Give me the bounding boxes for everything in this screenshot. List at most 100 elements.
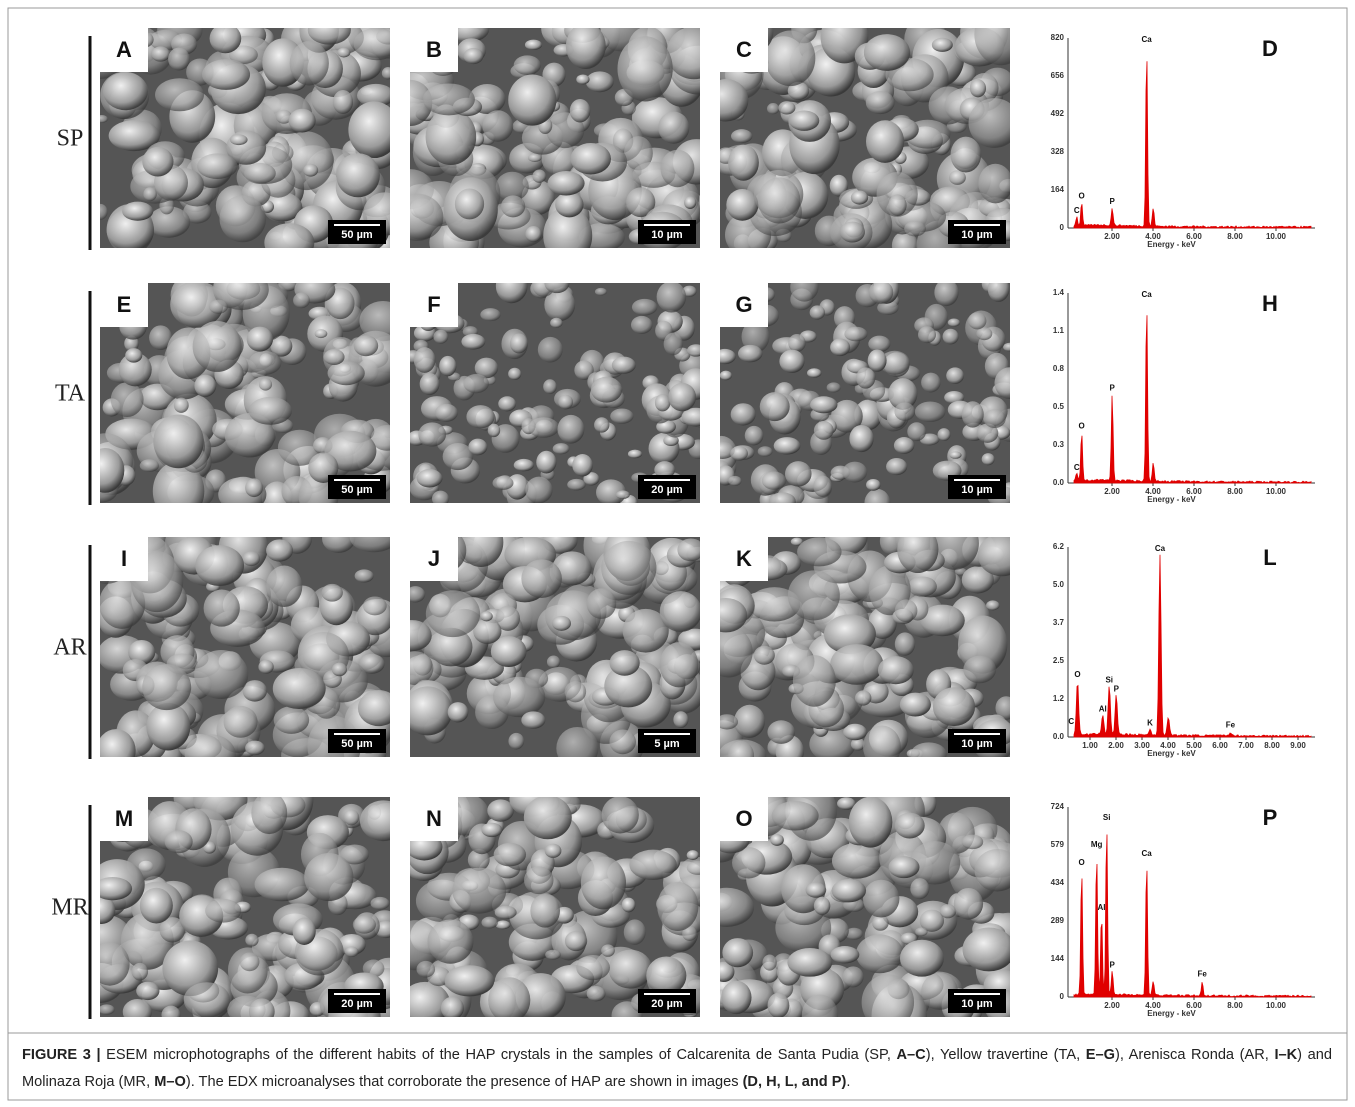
row-label: MR <box>51 895 88 921</box>
crystal <box>888 194 907 216</box>
crystal <box>942 328 959 345</box>
crystal <box>888 378 918 410</box>
crystal <box>458 537 504 568</box>
edx-letter: P <box>1263 805 1278 830</box>
peak-label: Ca <box>1142 35 1153 44</box>
crystal <box>771 800 819 831</box>
crystal <box>767 992 790 1017</box>
letter-box <box>720 283 768 327</box>
letter-box <box>100 283 148 327</box>
crystal <box>555 191 584 218</box>
crystal <box>192 321 242 372</box>
crystal <box>258 378 273 391</box>
crystal <box>894 812 925 839</box>
crystal <box>552 443 570 455</box>
edx-letter: L <box>1263 545 1276 570</box>
crystal <box>921 372 941 393</box>
crystal <box>487 799 514 822</box>
crystal <box>601 944 615 957</box>
crystal <box>576 954 610 981</box>
crystal <box>830 338 851 357</box>
letter-box <box>100 28 148 72</box>
crystal <box>623 919 646 945</box>
micrograph <box>410 797 700 1017</box>
crystal <box>110 382 144 418</box>
crystal <box>720 79 749 122</box>
crystal <box>720 714 739 730</box>
crystal <box>969 79 987 98</box>
crystal <box>357 690 390 727</box>
crystal <box>601 797 639 834</box>
crystal <box>787 948 833 977</box>
spectrum <box>1073 61 1312 229</box>
crystal <box>422 83 475 116</box>
crystal <box>877 300 899 315</box>
crystal <box>480 308 501 322</box>
crystal <box>546 655 561 669</box>
x-axis-label: Energy - keV <box>1147 749 1196 758</box>
crystal <box>439 355 457 377</box>
crystal <box>872 914 889 931</box>
crystal <box>292 917 316 945</box>
crystal <box>410 586 426 603</box>
micrograph <box>100 537 390 757</box>
y-tick-label: 656 <box>1051 71 1065 80</box>
crystal <box>879 350 910 375</box>
panel-letter: G <box>735 292 752 317</box>
crystal <box>194 374 217 397</box>
crystal <box>461 333 486 350</box>
x-tick-label: 8.00 <box>1227 232 1243 241</box>
crystal <box>370 896 390 910</box>
crystal <box>684 196 697 209</box>
crystal <box>492 476 514 490</box>
crystal <box>781 864 826 914</box>
crystal <box>657 881 699 931</box>
crystal <box>876 171 918 217</box>
crystal <box>552 615 572 631</box>
crystal <box>720 348 736 365</box>
crystal <box>410 651 434 686</box>
crystal <box>813 475 832 497</box>
crystal <box>660 149 695 188</box>
crystal <box>785 461 812 487</box>
row-label: AR <box>53 635 86 661</box>
crystal <box>801 994 839 1017</box>
x-tick-label: 10.00 <box>1266 487 1287 496</box>
crystal <box>155 78 205 112</box>
crystal <box>805 882 827 898</box>
crystal <box>434 403 458 422</box>
crystal <box>626 187 656 218</box>
crystal <box>248 396 293 425</box>
crystal <box>720 887 754 927</box>
crystal <box>762 954 777 971</box>
crystal <box>357 83 390 108</box>
crystal <box>303 163 319 177</box>
x-tick-label: 6.00 <box>1186 1001 1202 1010</box>
peak-label: Ca <box>1142 290 1153 299</box>
crystal <box>917 326 937 344</box>
crystal <box>440 996 464 1017</box>
y-tick-label: 0.0 <box>1053 478 1065 487</box>
crystal <box>590 376 623 403</box>
crystal <box>143 187 157 202</box>
crystal <box>677 538 700 562</box>
crystal <box>452 867 507 914</box>
crystal <box>865 120 905 163</box>
crystal <box>574 360 594 381</box>
crystal <box>899 939 944 977</box>
crystal <box>530 893 560 928</box>
crystal <box>608 949 653 989</box>
crystal <box>353 335 379 357</box>
x-tick-label: 4.00 <box>1145 232 1161 241</box>
crystal <box>586 986 606 1002</box>
crystal <box>585 71 614 93</box>
crystal <box>686 850 699 861</box>
crystal <box>468 438 488 456</box>
letter-box <box>410 797 458 841</box>
crystal <box>266 539 294 562</box>
crystal <box>537 336 563 363</box>
crystal <box>894 632 916 656</box>
crystal <box>139 887 173 924</box>
crystal <box>866 478 881 491</box>
crystal <box>734 704 765 738</box>
